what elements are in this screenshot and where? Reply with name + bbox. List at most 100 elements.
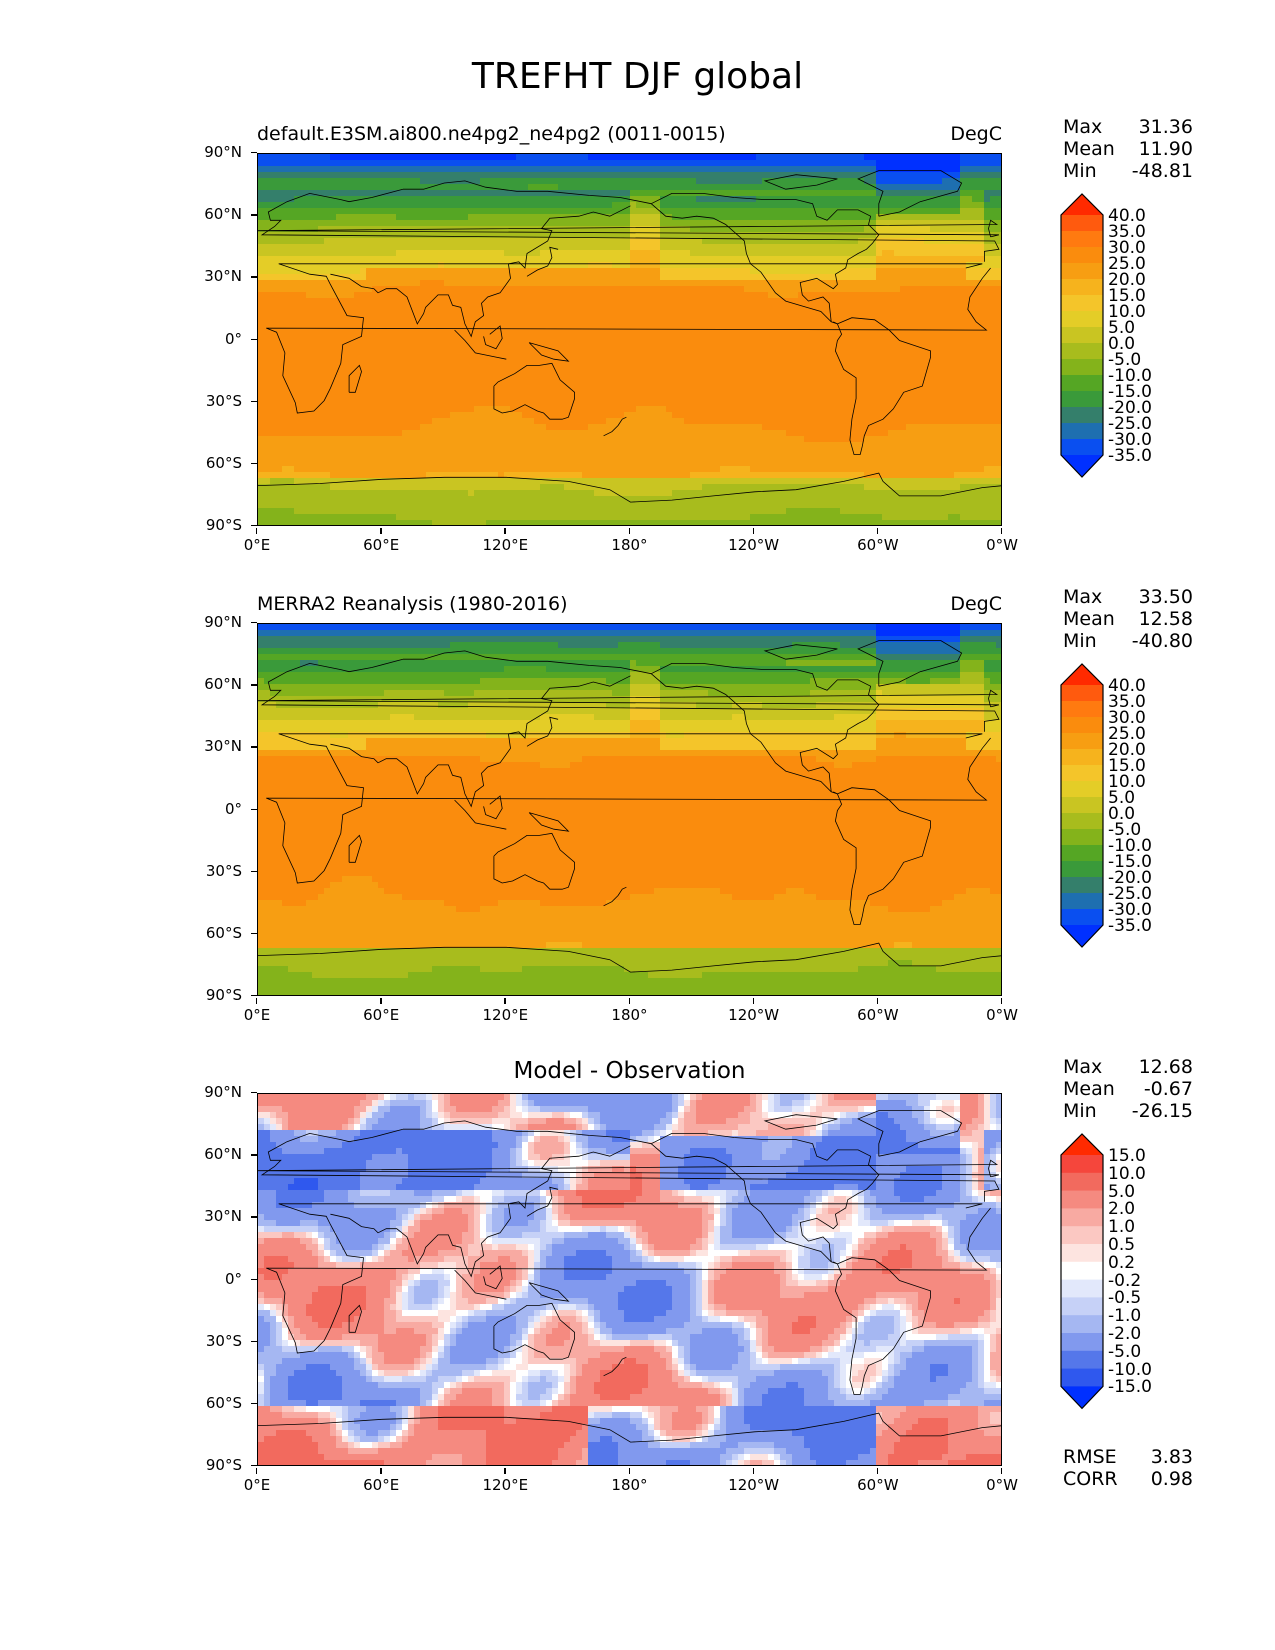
colorbar-bin bbox=[1061, 829, 1103, 846]
panel1-units: DegC bbox=[950, 123, 1002, 145]
panel1-field bbox=[258, 154, 1001, 525]
lon-tick-label: 180° bbox=[590, 998, 670, 1024]
colorbar-tick-label: 20.0 bbox=[1108, 742, 1146, 759]
coastline bbox=[402, 180, 652, 205]
lat-tick-label: 60°S bbox=[182, 454, 257, 472]
lat-tick-label: 90°N bbox=[182, 143, 257, 161]
colorbar-tick-label: 10.0 bbox=[1108, 1165, 1146, 1182]
colorbar-tick-label: -10.0 bbox=[1108, 1361, 1152, 1378]
panel2-map bbox=[257, 623, 1002, 996]
lon-tick-label: 120°W bbox=[714, 998, 794, 1024]
panel2-stats: Max 33.50 Mean 12.58 Min -40.80 bbox=[1063, 586, 1193, 652]
lon-tick-label: 120°E bbox=[465, 528, 545, 554]
stat-min-label: Min bbox=[1063, 630, 1097, 652]
coastline bbox=[330, 675, 631, 808]
lon-tick-label: 120°W bbox=[714, 528, 794, 554]
coastline bbox=[650, 1143, 838, 1265]
colorbar-bin bbox=[1061, 749, 1103, 766]
colorbar-tick-label: 0.0 bbox=[1108, 806, 1135, 823]
coastline bbox=[258, 942, 1001, 973]
colorbar-tick-label: 1.0 bbox=[1108, 1219, 1135, 1236]
colorbar-tick-label: 15.0 bbox=[1108, 1148, 1146, 1165]
colorbar-bin bbox=[1061, 1190, 1103, 1209]
colorbar-tick-label: -5.0 bbox=[1108, 822, 1141, 839]
lat-tick-label: 30°N bbox=[182, 1207, 257, 1225]
colorbar-tick-label: 5.0 bbox=[1108, 790, 1135, 807]
coastline bbox=[266, 1203, 991, 1354]
rmse-label: RMSE bbox=[1063, 1446, 1117, 1468]
colorbar-bin bbox=[1061, 407, 1103, 424]
lat-tick-label: 30°S bbox=[182, 392, 257, 410]
coastline bbox=[763, 174, 838, 190]
coastline bbox=[258, 219, 999, 238]
figure-title: TREFHT DJF global bbox=[0, 56, 1275, 97]
colorbar-bin bbox=[1061, 1315, 1103, 1334]
stat-min-label: Min bbox=[1063, 1100, 1097, 1122]
colorbar-bin bbox=[1061, 877, 1103, 894]
colorbar-bin bbox=[1061, 1368, 1103, 1387]
stat-max-label: Max bbox=[1063, 1056, 1102, 1078]
colorbar-bin bbox=[1061, 781, 1103, 798]
colorbar-bin bbox=[1061, 279, 1103, 296]
panel3-field bbox=[258, 1094, 1001, 1465]
colorbar-tick-label: -30.0 bbox=[1108, 902, 1152, 919]
colorbar-outline bbox=[1060, 663, 1104, 948]
colorbar-outline bbox=[1060, 1133, 1104, 1410]
panel3-title: Model - Observation bbox=[257, 1058, 1002, 1084]
colorbar-tick-label: -30.0 bbox=[1108, 432, 1152, 449]
lat-tick-label: 0° bbox=[182, 800, 257, 818]
stat-mean-label: Mean bbox=[1063, 138, 1115, 160]
colorbar-tick-label: 35.0 bbox=[1108, 224, 1146, 241]
colorbar-tick-label: -15.0 bbox=[1108, 854, 1152, 871]
colorbar-bin bbox=[1061, 1244, 1103, 1263]
colorbar-extend-min bbox=[1061, 1386, 1103, 1409]
colorbar-tick-label: 5.0 bbox=[1108, 1183, 1135, 1200]
colorbar-bin bbox=[1061, 1226, 1103, 1245]
colorbar-bin bbox=[1061, 343, 1103, 360]
coastline bbox=[260, 188, 1000, 262]
colorbar-bin bbox=[1061, 391, 1103, 408]
colorbar-bin bbox=[1061, 439, 1103, 456]
lat-tick-label: 90°S bbox=[182, 1456, 257, 1474]
lon-tick-label: 60°E bbox=[341, 998, 421, 1024]
colorbar-tick-label: 0.2 bbox=[1108, 1254, 1135, 1271]
coastline bbox=[266, 733, 991, 884]
lon-tick-label: 120°E bbox=[465, 998, 545, 1024]
colorbar bbox=[1060, 663, 1104, 948]
lon-tick-label: 60°E bbox=[341, 528, 421, 554]
coastline bbox=[483, 1265, 503, 1290]
colorbar-extend-max bbox=[1061, 1134, 1103, 1155]
colorbar-tick-label: 30.0 bbox=[1108, 710, 1146, 727]
coastline bbox=[528, 812, 570, 832]
coastline bbox=[258, 689, 999, 708]
stat-mean-value: 12.58 bbox=[1139, 608, 1193, 630]
colorbar-tick-label: 0.5 bbox=[1108, 1237, 1135, 1254]
panel3-stats: Max 12.68 Mean -0.67 Min -26.15 bbox=[1063, 1056, 1193, 1122]
colorbar-bin bbox=[1061, 1350, 1103, 1370]
lat-tick-label: 60°S bbox=[182, 924, 257, 942]
lat-tick-label: 30°S bbox=[182, 1332, 257, 1350]
coastline bbox=[454, 329, 507, 360]
colorbar-bin bbox=[1061, 359, 1103, 376]
colorbar-tick-label: -5.0 bbox=[1108, 352, 1141, 369]
panel2-coastlines bbox=[258, 640, 1001, 973]
colorbar-tick-label: -2.0 bbox=[1108, 1326, 1141, 1343]
coastline bbox=[348, 834, 362, 863]
coastline bbox=[834, 317, 931, 455]
lon-tick-label: 180° bbox=[590, 1468, 670, 1494]
coastline bbox=[266, 263, 991, 414]
panel2-title: MERRA2 Reanalysis (1980-2016) bbox=[257, 593, 568, 615]
panel3-coastlines bbox=[258, 1110, 1001, 1443]
coastline bbox=[834, 1257, 931, 1395]
colorbar-bin bbox=[1061, 423, 1103, 440]
colorbar-bin bbox=[1061, 701, 1103, 718]
colorbar-bin bbox=[1061, 311, 1103, 328]
coastline bbox=[650, 203, 838, 325]
coastline bbox=[763, 644, 838, 660]
panel2-svg bbox=[258, 624, 1001, 995]
colorbar-bin bbox=[1061, 909, 1103, 926]
colorbar-tick-label: 25.0 bbox=[1108, 256, 1146, 273]
lon-tick-label: 0°E bbox=[217, 998, 297, 1024]
lat-tick-label: 30°N bbox=[182, 267, 257, 285]
lat-tick-label: 90°N bbox=[182, 613, 257, 631]
